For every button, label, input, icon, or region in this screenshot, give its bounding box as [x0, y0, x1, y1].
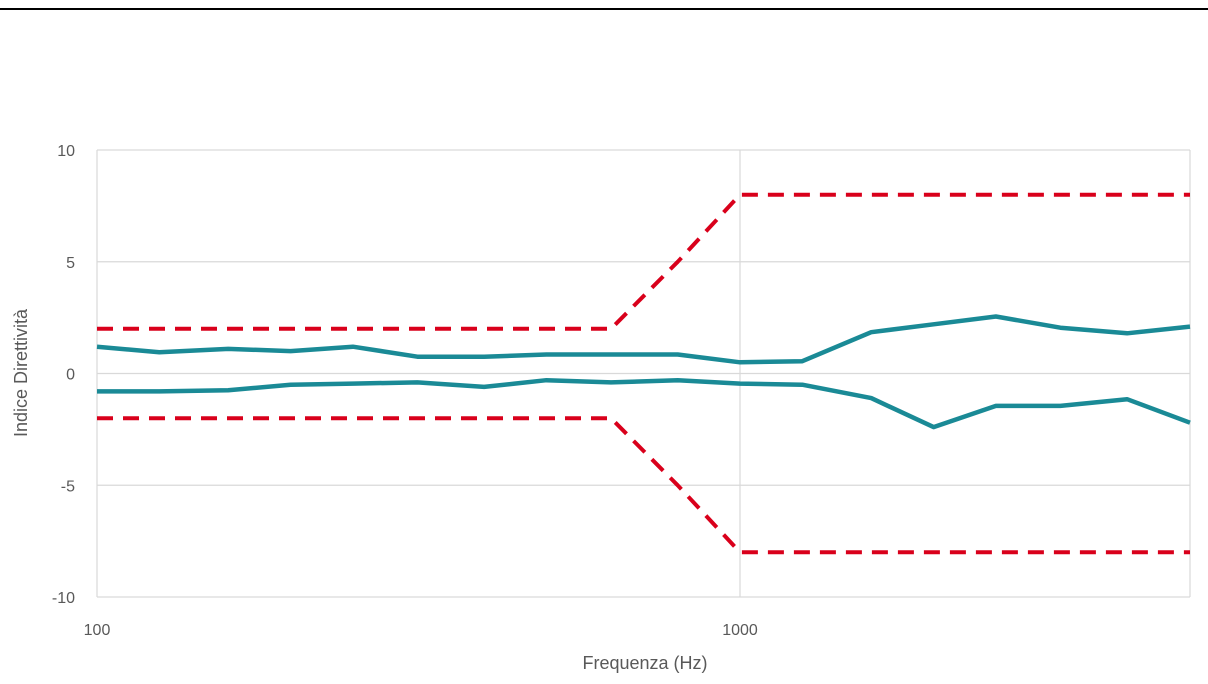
measured-line-0: [96, 314, 1191, 365]
y-tick-label: -5: [61, 478, 75, 495]
x-axis-title: Frequenza (Hz): [582, 653, 707, 673]
series: [96, 192, 1191, 555]
y-axis-title: Indice Direttività: [11, 308, 31, 437]
x-tick-label: 1000: [722, 622, 758, 639]
x-tick-label: 100: [84, 622, 111, 639]
measured-line-1: [97, 377, 1191, 430]
top-border-line: [0, 0, 1208, 10]
y-tick-label: 0: [66, 367, 75, 384]
y-tick-label: 10: [57, 143, 75, 160]
limit-line-3: [97, 416, 1190, 555]
limit-line-2: [97, 192, 1190, 331]
y-tick-label: -10: [52, 590, 75, 607]
tick-labels: 10 5 0 -5 -10 100 1000: [52, 143, 758, 639]
y-tick-label: 5: [66, 255, 75, 272]
grid: [96, 149, 1191, 598]
